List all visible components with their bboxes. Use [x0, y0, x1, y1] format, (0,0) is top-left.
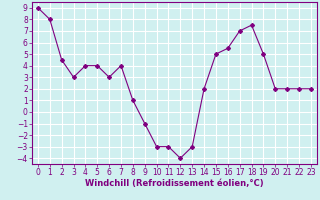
X-axis label: Windchill (Refroidissement éolien,°C): Windchill (Refroidissement éolien,°C) [85, 179, 264, 188]
